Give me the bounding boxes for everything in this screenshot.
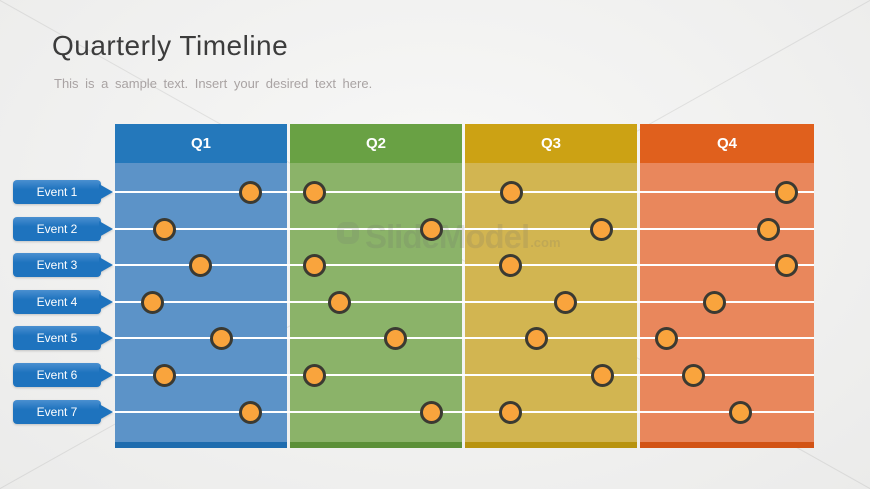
timeline-marker-q4-event-6 [682,363,706,387]
row-line-event-2 [103,228,814,230]
event-tag-arrow-icon [99,294,113,310]
timeline-marker-q1-event-6 [152,363,176,387]
timeline-marker-q4-event-4 [703,290,727,314]
row-line-event-5 [103,337,814,339]
quarter-column-q1: Q1 [115,124,287,448]
timeline-marker-q2-event-7 [420,400,444,424]
timeline-marker-q1-event-2 [152,217,176,241]
timeline-marker-q2-event-6 [303,363,327,387]
timeline-marker-q2-event-4 [328,290,352,314]
quarter-header-q3: Q3 [465,124,637,163]
event-tag-label: Event 5 [13,326,101,350]
timeline-marker-q1-event-1 [238,180,262,204]
timeline-marker-q4-event-7 [728,400,752,424]
page-subtitle: This is a sample text. Insert your desir… [54,76,373,91]
event-tag-arrow-icon [99,330,113,346]
event-tag-arrow-icon [99,257,113,273]
row-line-event-1 [103,191,814,193]
event-tag-label: Event 2 [13,217,101,241]
timeline-marker-q3-event-7 [499,400,523,424]
row-line-event-7 [103,411,814,413]
timeline-marker-q4-event-5 [654,326,678,350]
quarter-header-q4: Q4 [640,124,814,163]
timeline-marker-q1-event-7 [238,400,262,424]
event-tag-arrow-icon [99,404,113,420]
timeline-marker-q3-event-3 [499,253,523,277]
event-tag-6: Event 6 [13,363,113,387]
row-line-event-4 [103,301,814,303]
event-tag-label: Event 4 [13,290,101,314]
quarter-strip-q2 [290,442,462,448]
event-tag-label: Event 1 [13,180,101,204]
timeline-marker-q3-event-6 [591,363,615,387]
timeline-marker-q2-event-2 [419,217,443,241]
event-tag-arrow-icon [99,184,113,200]
timeline-marker-q3-event-1 [499,180,523,204]
row-line-event-6 [103,374,814,376]
timeline-marker-q2-event-1 [303,180,327,204]
timeline-marker-q1-event-3 [188,253,212,277]
quarter-column-q2: Q2 [290,124,462,448]
event-tag-1: Event 1 [13,180,113,204]
event-tag-4: Event 4 [13,290,113,314]
page-title: Quarterly Timeline [52,30,289,61]
timeline-marker-q1-event-5 [210,326,234,350]
event-tag-arrow-icon [99,221,113,237]
event-tag-label: Event 7 [13,400,101,424]
timeline-marker-q4-event-2 [757,217,781,241]
quarter-column-q3: Q3 [465,124,637,448]
event-tag-3: Event 3 [13,253,113,277]
event-tag-arrow-icon [99,367,113,383]
timeline-marker-q2-event-5 [384,326,408,350]
quarter-column-q4: Q4 [640,124,814,448]
timeline-marker-q4-event-3 [774,253,798,277]
event-tag-7: Event 7 [13,400,113,424]
timeline-marker-q3-event-5 [524,326,548,350]
quarter-header-q2: Q2 [290,124,462,163]
timeline-marker-q2-event-3 [303,253,327,277]
quarter-strip-q3 [465,442,637,448]
quarter-strip-q1 [115,442,287,448]
timeline-marker-q3-event-2 [590,217,614,241]
event-tag-label: Event 3 [13,253,101,277]
event-tag-5: Event 5 [13,326,113,350]
row-line-event-3 [103,264,814,266]
quarter-header-q1: Q1 [115,124,287,163]
timeline-marker-q3-event-4 [554,290,578,314]
event-tag-2: Event 2 [13,217,113,241]
timeline-marker-q1-event-4 [141,290,165,314]
event-tag-label: Event 6 [13,363,101,387]
quarter-strip-q4 [640,442,814,448]
timeline-marker-q4-event-1 [774,180,798,204]
